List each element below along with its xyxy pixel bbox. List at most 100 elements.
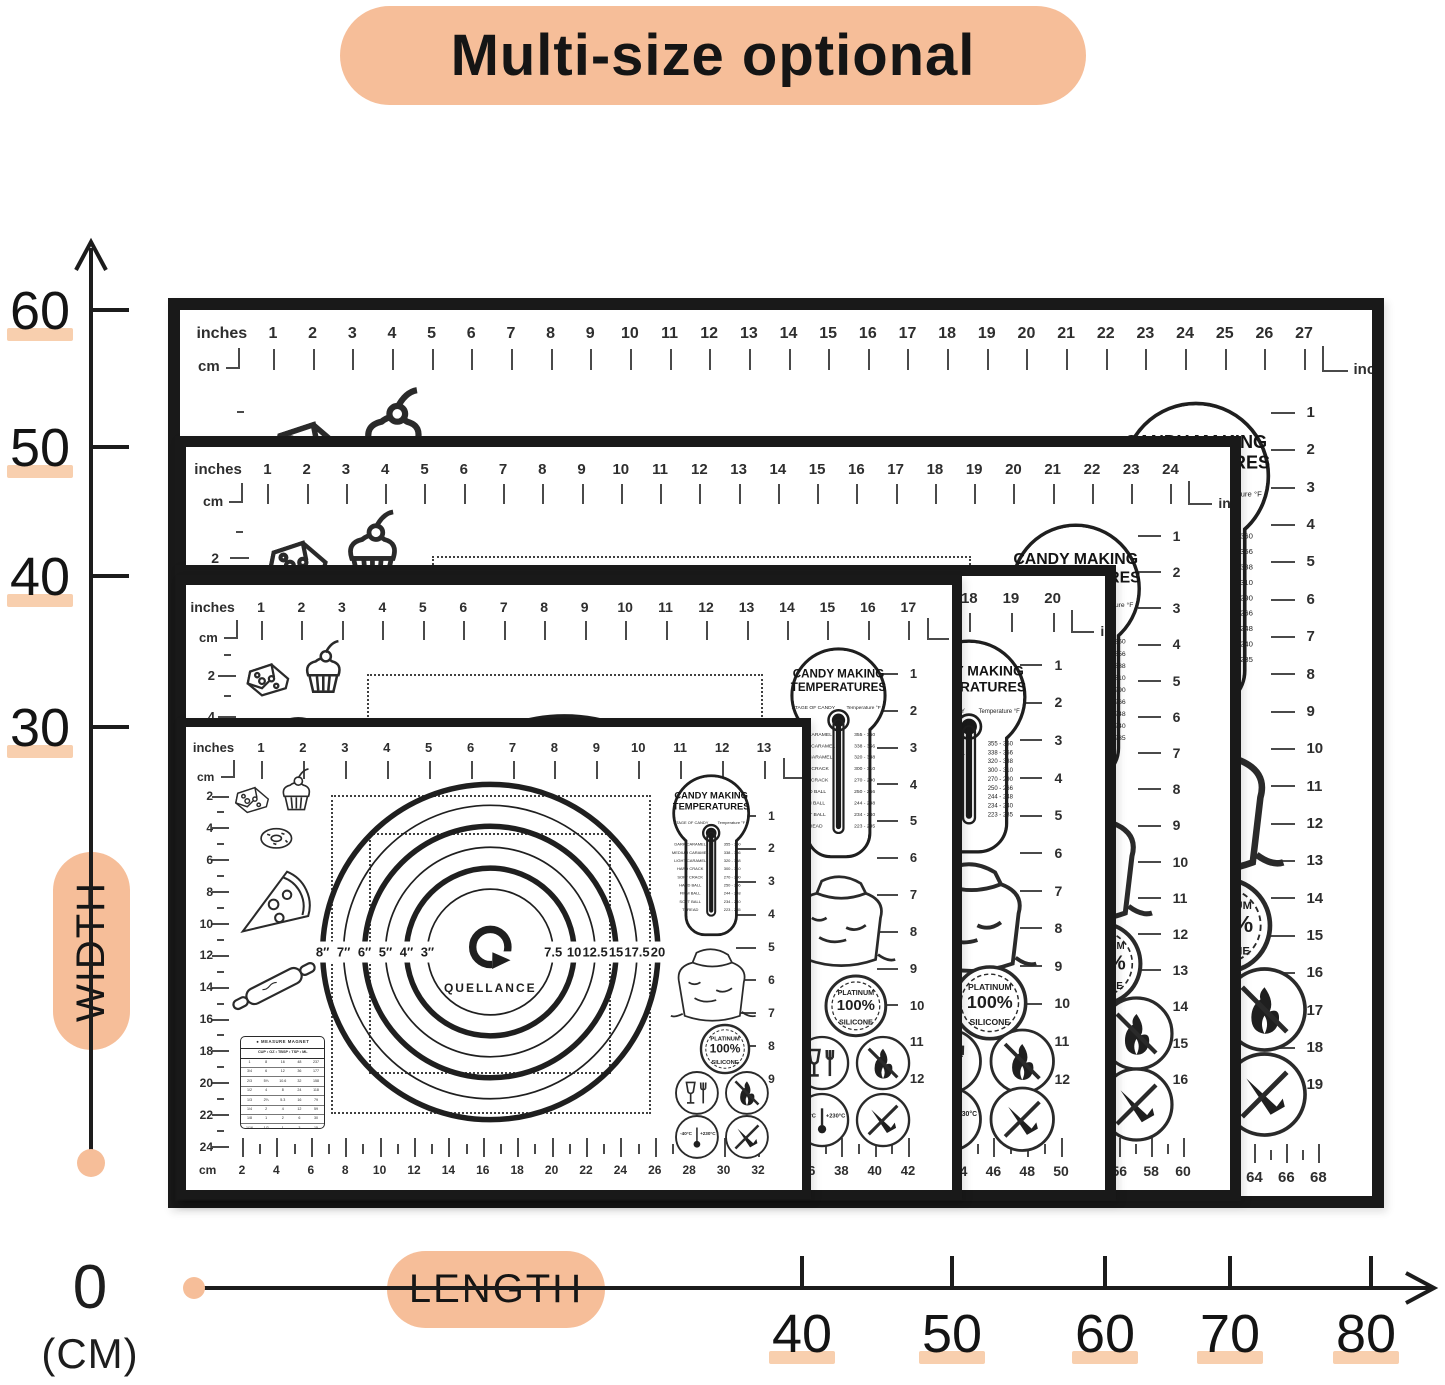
measure-magnet-cell: 1/2 bbox=[263, 1125, 269, 1129]
top-ruler-number: 14 bbox=[779, 599, 795, 615]
cupcake-icon bbox=[276, 768, 317, 817]
svg-text:HARD CRACK: HARD CRACK bbox=[796, 766, 830, 772]
top-ruler-tick bbox=[306, 484, 309, 504]
side-ruler-tick bbox=[1137, 679, 1161, 682]
top-ruler-number: 6 bbox=[466, 325, 476, 342]
top-ruler-tick bbox=[867, 349, 870, 370]
svg-text:PLATINUM: PLATINUM bbox=[968, 982, 1012, 992]
side-ruler-number: 19 bbox=[1306, 1076, 1324, 1094]
side-ruler-number: 4 bbox=[909, 776, 918, 792]
side-ruler-tick bbox=[1020, 889, 1043, 892]
top-ruler-number: 11 bbox=[673, 740, 688, 755]
left-ruler-tick bbox=[218, 716, 236, 719]
top-ruler-number: 6 bbox=[459, 599, 468, 615]
top-ruler-tick bbox=[1091, 484, 1094, 504]
top-ruler-tick bbox=[738, 484, 741, 504]
bottom-ruler-number: 58 bbox=[1143, 1163, 1159, 1179]
cm-corner-mark bbox=[224, 620, 238, 639]
bottom-ruler-tick bbox=[1286, 1144, 1289, 1163]
svg-text:SOFT CRACK: SOFT CRACK bbox=[677, 874, 703, 879]
top-ruler-tick bbox=[1131, 484, 1134, 504]
bottom-ruler-minor-tick bbox=[891, 1144, 894, 1154]
svg-text:320 - 338: 320 - 338 bbox=[988, 759, 1014, 765]
left-ruler-tick bbox=[212, 859, 229, 862]
side-ruler-number: 9 bbox=[1306, 702, 1315, 720]
svg-text:300 - 310: 300 - 310 bbox=[723, 866, 741, 871]
inches-corner-mark bbox=[782, 758, 802, 779]
side-ruler-tick bbox=[1270, 598, 1295, 601]
side-ruler-number: 5 bbox=[1172, 672, 1181, 689]
top-ruler-number: 3 bbox=[338, 599, 346, 615]
bottom-ruler-number: 32 bbox=[751, 1163, 765, 1177]
cookie-stack-icon bbox=[243, 655, 290, 702]
left-ruler-tick bbox=[218, 674, 236, 677]
svg-text:CANDY MAKING: CANDY MAKING bbox=[674, 791, 748, 801]
side-ruler-number: 14 bbox=[1172, 998, 1189, 1015]
bottom-ruler-tick bbox=[654, 1138, 657, 1157]
top-ruler-tick bbox=[638, 761, 641, 779]
side-ruler-number: 2 bbox=[909, 702, 918, 718]
side-ruler-tick bbox=[1270, 673, 1295, 676]
bottom-ruler-minor-tick bbox=[465, 1144, 468, 1154]
side-ruler-number: 8 bbox=[909, 923, 918, 939]
side-ruler-number: 6 bbox=[909, 850, 918, 866]
top-ruler-number: 17 bbox=[887, 461, 904, 478]
measure-magnet-cell: 15 bbox=[313, 1125, 319, 1129]
side-ruler-number: 10 bbox=[1172, 853, 1189, 870]
svg-text:Temperature °F: Temperature °F bbox=[717, 820, 745, 825]
bottom-ruler-number: 8 bbox=[341, 1163, 349, 1177]
measure-magnet-cell: 1/3 bbox=[246, 1097, 253, 1102]
length-tick-60: 60 bbox=[1071, 1304, 1139, 1364]
side-ruler-number: 1 bbox=[1054, 656, 1063, 673]
side-ruler-number: 3 bbox=[768, 874, 775, 889]
side-ruler-tick bbox=[1270, 561, 1295, 564]
svg-text:FIRM BALL: FIRM BALL bbox=[679, 891, 700, 896]
side-ruler-number: 3 bbox=[1172, 600, 1181, 617]
left-ruler-minor-tick bbox=[217, 1130, 224, 1133]
measure-magnet-cell: 2 bbox=[265, 1106, 268, 1111]
side-ruler-number: 10 bbox=[909, 997, 925, 1013]
top-ruler-number: 8 bbox=[546, 325, 556, 342]
svg-text:CANDY MAKING: CANDY MAKING bbox=[1013, 551, 1138, 568]
side-ruler-number: 4 bbox=[768, 907, 775, 922]
svg-text:270 - 290: 270 - 290 bbox=[723, 874, 741, 879]
side-ruler-number: 12 bbox=[1306, 814, 1324, 832]
bottom-ruler-number: 20 bbox=[544, 1163, 559, 1177]
side-ruler-number: 7 bbox=[1054, 882, 1063, 899]
left-ruler-minor-tick bbox=[217, 1066, 224, 1069]
bottom-ruler-number: 50 bbox=[1053, 1163, 1069, 1179]
measure-magnet-cell: 237 bbox=[312, 1060, 320, 1065]
no-knife-icon bbox=[989, 1086, 1055, 1153]
side-ruler-tick bbox=[1137, 824, 1161, 827]
svg-text:10: 10 bbox=[567, 945, 581, 960]
svg-text:8″: 8″ bbox=[316, 945, 329, 960]
bottom-ruler-number: 46 bbox=[985, 1163, 1002, 1179]
top-ruler-tick bbox=[471, 349, 474, 370]
side-ruler-tick bbox=[1137, 607, 1161, 610]
bottom-ruler-number: 4 bbox=[273, 1163, 280, 1177]
length-tick-70: 70 bbox=[1196, 1304, 1264, 1364]
measure-magnet-cell: 1/4 bbox=[246, 1106, 253, 1111]
top-ruler-number: 18 bbox=[926, 461, 944, 478]
side-ruler-tick bbox=[1270, 486, 1295, 489]
no-knife-icon bbox=[855, 1093, 911, 1148]
top-ruler-tick bbox=[1066, 349, 1069, 370]
svg-text:6″: 6″ bbox=[358, 945, 371, 960]
top-ruler-tick bbox=[986, 349, 989, 370]
svg-text:250 - 266: 250 - 266 bbox=[854, 789, 875, 795]
svg-text:Temperature °F: Temperature °F bbox=[979, 709, 1021, 715]
top-ruler-number: 25 bbox=[1215, 325, 1234, 342]
axis-unit-label: (CM) bbox=[41, 1330, 139, 1377]
side-ruler-number: 10 bbox=[1054, 995, 1071, 1012]
top-ruler-tick bbox=[746, 621, 749, 640]
top-ruler-tick bbox=[554, 761, 557, 779]
bottom-ruler-tick bbox=[841, 1138, 844, 1157]
measure-magnet-row: 1/4 2 4 12 59 bbox=[241, 1106, 325, 1116]
top-ruler-number: 7 bbox=[499, 599, 508, 615]
cupcake-icon bbox=[298, 640, 349, 701]
measure-magnet-cell: 177 bbox=[312, 1069, 320, 1074]
top-ruler-unit-label: inches bbox=[196, 325, 248, 342]
